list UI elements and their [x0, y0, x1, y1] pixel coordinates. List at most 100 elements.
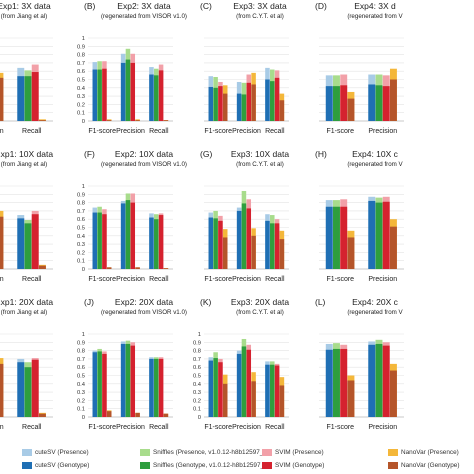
bar-cutesv-genotype [236, 353, 242, 417]
legend-item: Sniffles (Genotype, v1.0.12-h8b12597_0) [140, 459, 270, 471]
y-tick-label: 0.5 [77, 226, 85, 232]
legend-swatch [140, 461, 150, 469]
y-tick-label: 0.1 [77, 259, 85, 265]
x-tick-label: F1-score [88, 276, 116, 283]
legend-item: cuteSV (Presence) [22, 446, 89, 458]
y-tick-label: 0.1 [193, 407, 201, 413]
bar-cutesv-genotype [17, 76, 25, 121]
panel-title: Exp2: 10X data [115, 149, 173, 159]
legend-swatch [388, 448, 398, 456]
bar-nanovar-genotype [251, 235, 256, 269]
y-tick-label: 0.8 [77, 201, 85, 207]
bar-nanovar-genotype [251, 84, 256, 121]
y-tick-label: 0.2 [77, 398, 85, 404]
y-tick-label: 0.5 [77, 78, 85, 84]
y-tick-label: 0.2 [77, 102, 85, 108]
bar-sniffles-genotype [375, 202, 383, 269]
bar-svim-genotype [130, 62, 136, 121]
bar-sniffles-genotype [24, 223, 32, 269]
panel-subtitle: (from C.Y.T. et al) [236, 13, 284, 20]
bar-nanovar-genotype [347, 98, 355, 121]
panel-subtitle: (regenerated from V [347, 161, 403, 168]
legend-label: NanoVar (Presence) [401, 448, 459, 456]
legend-label: SVIM (Genotype) [275, 461, 325, 469]
bar-cutesv-genotype [368, 84, 376, 121]
panel-title: Exp3: 3X data [233, 1, 287, 11]
bar-svim-genotype [218, 220, 223, 269]
panel-label: (K) [200, 297, 212, 307]
x-tick-label: Recall [149, 128, 169, 135]
bar-sniffles-genotype [270, 81, 275, 121]
y-tick-label: 0.9 [77, 44, 85, 50]
bar-svim-genotype [102, 68, 107, 121]
legend-swatch [140, 448, 150, 456]
bar-svim-genotype [274, 77, 280, 121]
legend-label: cuteSV (Presence) [35, 448, 89, 456]
bar-nanovar-genotype [347, 237, 355, 269]
bar-cutesv-genotype [120, 62, 126, 121]
legend-item: NanoVar (Presence) [388, 446, 459, 458]
panel-g: (G) Exp3: 10X data (from C.Y.T. et al) F1-s… [200, 149, 289, 283]
bar-cutesv-genotype [325, 206, 333, 269]
panel-h: (H) Exp4: 10X c (regenerated from V F1-scor… [315, 149, 404, 283]
x-tick-label: Recall [265, 424, 285, 431]
panel-subtitle: (from C.Y.T. et al) [236, 309, 284, 316]
legend-item: NanoVar (Genotype) [388, 459, 460, 471]
bar-nanovar-genotype [279, 100, 285, 121]
bar-nanovar-genotype [389, 79, 397, 121]
x-tick-label: F1-score [326, 128, 354, 135]
y-tick-label: 0.9 [77, 340, 85, 346]
bar-svim-genotype [246, 208, 252, 269]
bar-nanovar-genotype [135, 120, 140, 121]
bar-cutesv-genotype [325, 86, 333, 121]
bar-svim-genotype [274, 223, 280, 269]
y-tick-label: 0 [82, 415, 85, 421]
panel-f: (F) Exp2: 10X data (regenerated from VISOR… [77, 149, 187, 283]
x-tick-label: F1-score [326, 276, 354, 283]
bar-sniffles-genotype [241, 346, 247, 417]
panel-subtitle: (from Jiang et al) [1, 161, 47, 168]
x-tick-label: Precision [368, 424, 397, 431]
panel-label: (B) [84, 1, 96, 11]
panel-label: (J) [84, 297, 94, 307]
bar-nanovar-genotype [389, 370, 397, 417]
panel-title: Exp1: 10X data [0, 149, 53, 159]
bar-cutesv-genotype [149, 358, 154, 417]
panel-title: Exp4: 20X c [352, 297, 399, 307]
y-tick-label: 0.3 [193, 390, 201, 396]
y-tick-label: 0.8 [77, 349, 85, 355]
bar-sniffles-genotype [375, 343, 383, 417]
bar-cutesv-genotype [265, 220, 270, 269]
y-tick-label: 0.7 [77, 357, 85, 363]
x-tick-label: Recall [22, 276, 42, 283]
x-tick-label: F1-score [88, 128, 116, 135]
bar-nanovar-genotype [222, 237, 228, 269]
y-tick-label: 0.7 [77, 209, 85, 215]
panel-label: (H) [315, 149, 327, 159]
x-tick-label: Recall [149, 276, 169, 283]
panel-title: Exp3: 10X data [231, 149, 289, 159]
bar-nanovar-genotype [251, 381, 256, 417]
y-tick-label: 0.3 [77, 94, 85, 100]
bar-cutesv-genotype [92, 352, 98, 417]
figure-panels: (A)Exp1: 3X data(from Jiang et al)Precis… [0, 1, 404, 431]
x-tick-label: Recall [149, 424, 169, 431]
y-tick-label: 0.8 [193, 349, 201, 355]
legend-label: SVIM (Presence) [275, 448, 324, 456]
y-tick-label: 0.7 [193, 357, 201, 363]
bar-nanovar-genotype [135, 412, 140, 417]
y-tick-label: 0.3 [77, 242, 85, 248]
bar-nanovar-genotype [163, 268, 169, 269]
bar-nanovar-genotype [135, 267, 140, 269]
bar-nanovar-genotype [106, 411, 112, 417]
y-tick-label: 0.1 [77, 407, 85, 413]
legend-item: cuteSV (Genotype) [22, 459, 89, 471]
panel-label: (C) [200, 1, 212, 11]
legend: cuteSV (Presence) cuteSV (Genotype) Sniffl… [0, 446, 474, 474]
panel-subtitle: (regenerated from V [347, 309, 403, 316]
bar-sniffles-genotype [154, 358, 159, 417]
panel-title: Exp1: 20X data [0, 297, 53, 307]
panel-subtitle: (regenerated from VISOR v1.0) [101, 309, 187, 316]
bar-sniffles-genotype [125, 343, 131, 417]
panel-subtitle: (regenerated from V [347, 13, 403, 20]
